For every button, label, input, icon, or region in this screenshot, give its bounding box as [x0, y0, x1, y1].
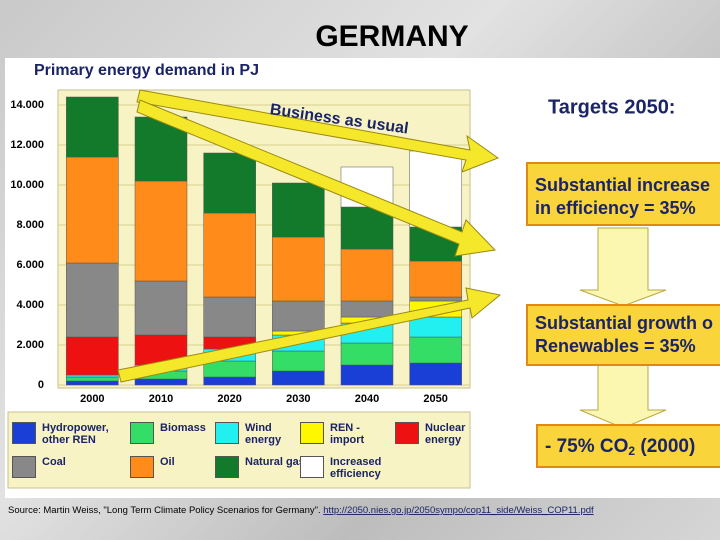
- target-text: - 75% CO2 (2000): [545, 436, 695, 458]
- legend-item: REN - import: [300, 422, 392, 446]
- target-text: - 75% CO: [545, 436, 628, 457]
- arrows: [117, 89, 502, 383]
- bar-segment: [134, 180, 188, 282]
- target-text: Renewables = 35%: [535, 336, 696, 356]
- source-text: Source: Martin Weiss, "Long Term Climate…: [8, 505, 323, 516]
- legend-item: Oil: [130, 456, 222, 478]
- target-text: (2000): [635, 436, 695, 457]
- bar-segment: [203, 360, 256, 378]
- bar-segment: [66, 380, 119, 386]
- bar-segment: [272, 182, 325, 238]
- bar-segment: [272, 350, 325, 372]
- arrow: [136, 89, 500, 173]
- y-tick-label: 14.000: [10, 99, 44, 111]
- bar-segment: [340, 206, 394, 250]
- bar-segment: [340, 342, 394, 366]
- target-box: [526, 162, 720, 226]
- bar-segment: [272, 300, 325, 332]
- x-tick-label: 2050: [423, 393, 447, 405]
- legend-item: Natural gas: [215, 456, 307, 478]
- legend-swatch: [130, 422, 154, 444]
- legend-item: Nuclear energy: [395, 422, 487, 446]
- y-tick-label: 2.000: [16, 339, 44, 351]
- bar-segment: [66, 156, 119, 264]
- target-text: Substantial increase: [535, 175, 710, 195]
- target-box: [526, 304, 720, 366]
- legend-item: Wind energy: [215, 422, 307, 446]
- x-tick-label: 2000: [80, 393, 104, 405]
- y-tick-label: 8.000: [16, 219, 44, 231]
- bar-segment: [409, 296, 462, 302]
- bar-segment: [272, 236, 325, 302]
- legend-label: REN - import: [330, 422, 365, 446]
- legend-label: Biomass: [160, 422, 206, 434]
- bar-segment: [203, 212, 256, 298]
- bar-segment: [66, 376, 119, 382]
- x-tick-label: 2020: [217, 393, 241, 405]
- legend-label: Increased efficiency: [330, 456, 382, 480]
- legend-label: Natural gas: [245, 456, 305, 468]
- bar-segment: [66, 336, 119, 376]
- legend-swatch: [395, 422, 419, 444]
- slide-title: GERMANY: [315, 20, 468, 53]
- y-tick-label: 4.000: [16, 299, 44, 311]
- y-tick-label: 12.000: [10, 139, 44, 151]
- legend-item: Increased efficiency: [300, 456, 392, 480]
- bar-segment: [340, 300, 394, 318]
- bar-segment: [409, 316, 462, 338]
- y-tick-label: 6.000: [16, 259, 44, 271]
- y-tick-label: 10.000: [10, 179, 44, 191]
- legend-swatch: [215, 456, 239, 478]
- bar-segment: [66, 96, 119, 158]
- bar-segment: [134, 378, 188, 386]
- bar-segment: [340, 364, 394, 386]
- legend-swatch: [215, 422, 239, 444]
- bar-segment: [203, 296, 256, 338]
- bar-segment: [66, 374, 119, 378]
- bar-segment: [409, 362, 462, 386]
- legend-swatch: [12, 456, 36, 478]
- bar-segment: [203, 152, 256, 214]
- legend-label: Hydropower, other REN: [42, 422, 109, 446]
- bar-segment: [272, 370, 325, 386]
- legend-swatch: [12, 422, 36, 444]
- target-box: [536, 424, 720, 468]
- legend-box: [7, 411, 471, 489]
- legend-item: Hydropower, other REN: [12, 422, 109, 446]
- target-text: Substantial growth o: [535, 313, 713, 333]
- arrow: [117, 287, 502, 383]
- legend-item: Coal: [12, 456, 104, 478]
- legend-label: Wind energy: [245, 422, 282, 446]
- subscript: 2: [628, 444, 635, 458]
- bar-segment: [409, 260, 462, 298]
- target-text: in efficiency = 35%: [535, 198, 696, 218]
- arrow: [136, 99, 497, 257]
- legend-label: Nuclear energy: [425, 422, 466, 446]
- down-arrow: [579, 364, 667, 429]
- x-tick-label: 2010: [149, 393, 173, 405]
- bar-segment: [203, 376, 256, 386]
- plot: 0 2.000 4.000 6.000 8.000 10.000 12.000 14.000 2…: [10, 96, 470, 405]
- x-tick-label: 2040: [355, 393, 379, 405]
- legend-item: Biomass: [130, 422, 222, 444]
- targets-heading: Targets 2050:: [548, 96, 675, 118]
- source: Source: Martin Weiss, "Long Term Climate…: [8, 505, 594, 516]
- legend-swatch: [300, 456, 324, 478]
- chart-title: Primary energy demand in PJ: [34, 62, 259, 79]
- legend-label: Coal: [42, 456, 66, 468]
- bar-segment: [134, 280, 188, 336]
- source-url[interactable]: http://2050.nies.go.jp/2050sympo/cop11_s…: [323, 505, 594, 516]
- legend-swatch: [130, 456, 154, 478]
- bar-segment: [409, 336, 462, 364]
- bar-segment: [66, 262, 119, 338]
- legend-label: Oil: [160, 456, 175, 468]
- down-arrow: [579, 227, 667, 307]
- bar-segment: [340, 248, 394, 302]
- legend-swatch: [300, 422, 324, 444]
- y-tick-label: 0: [38, 379, 44, 391]
- x-tick-label: 2030: [286, 393, 310, 405]
